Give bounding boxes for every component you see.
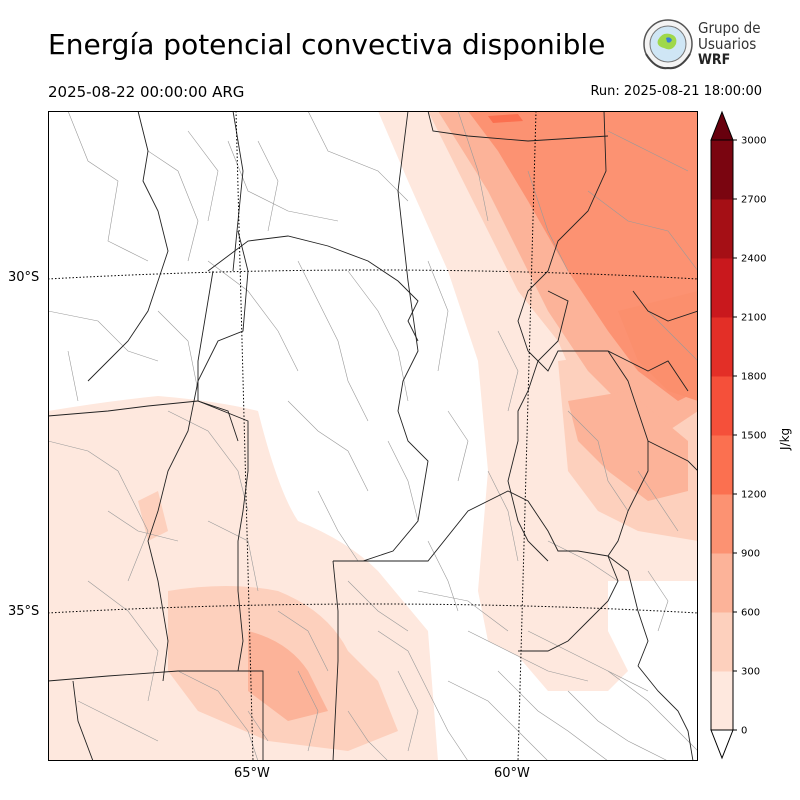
colorbar-tick-label: 0 — [741, 726, 747, 737]
globe-seal-icon — [643, 19, 693, 70]
lon-label-60w: 60°W — [494, 766, 530, 781]
cape-shading — [48, 111, 698, 761]
province-boundaries — [48, 111, 698, 761]
colorbar-bin-1 — [711, 612, 733, 672]
cape-map — [48, 111, 698, 761]
colorbar-bin-6 — [711, 317, 733, 377]
colorbar-tick-label: 2100 — [741, 313, 766, 324]
colorbar-bin-3 — [711, 494, 733, 554]
colorbar: 0 300 600 900 1200 1500 1800 2100 2400 2700 3000 — [710, 110, 766, 760]
department-boundaries — [48, 111, 698, 761]
logo-line2: Usuarios — [698, 35, 757, 53]
colorbar-tick-label: 1500 — [741, 431, 766, 442]
grupo-wrf-logo: Grupo de Usuarios WRF — [640, 18, 770, 72]
logo-line1: Grupo de — [698, 19, 761, 37]
colorbar-tick-label: 2400 — [741, 254, 766, 265]
lat-label-30s: 30°S — [8, 270, 40, 285]
run-time: Run: 2025-08-21 18:00:00 — [590, 84, 762, 99]
colorbar-bin-5 — [711, 376, 733, 436]
colorbar-bin-4 — [711, 435, 733, 495]
lat-35s-line — [48, 603, 698, 614]
colorbar-bin-9 — [711, 140, 733, 200]
colorbar-bin-0 — [711, 671, 733, 731]
lat-label-35s: 35°S — [8, 604, 40, 619]
lon-label-65w: 65°W — [234, 766, 270, 781]
lat-30s-line — [48, 269, 698, 280]
colorbar-tick-label: 3000 — [741, 136, 766, 147]
map-frame — [48, 111, 698, 761]
colorbar-tick-label: 2700 — [741, 195, 766, 206]
colorbar-tick-label: 300 — [741, 667, 760, 678]
colorbar-under-arrow — [710, 729, 734, 760]
map-title: Energía potencial convectiva disponible — [48, 28, 606, 61]
colorbar-over-arrow — [710, 110, 734, 141]
logo-line3: WRF — [698, 52, 731, 68]
colorbar-bin-2 — [711, 553, 733, 613]
colorbar-unit-label: J/kg — [778, 427, 792, 450]
colorbar-bin-7 — [711, 258, 733, 318]
colorbar-bin-8 — [711, 199, 733, 259]
valid-time: 2025-08-22 00:00:00 ARG — [48, 83, 245, 101]
colorbar-tick-label: 1200 — [741, 490, 766, 501]
colorbar-tick-label: 1800 — [741, 372, 766, 383]
colorbar-tick-label: 600 — [741, 608, 760, 619]
graticule — [48, 111, 698, 761]
colorbar-tick-label: 900 — [741, 549, 760, 560]
